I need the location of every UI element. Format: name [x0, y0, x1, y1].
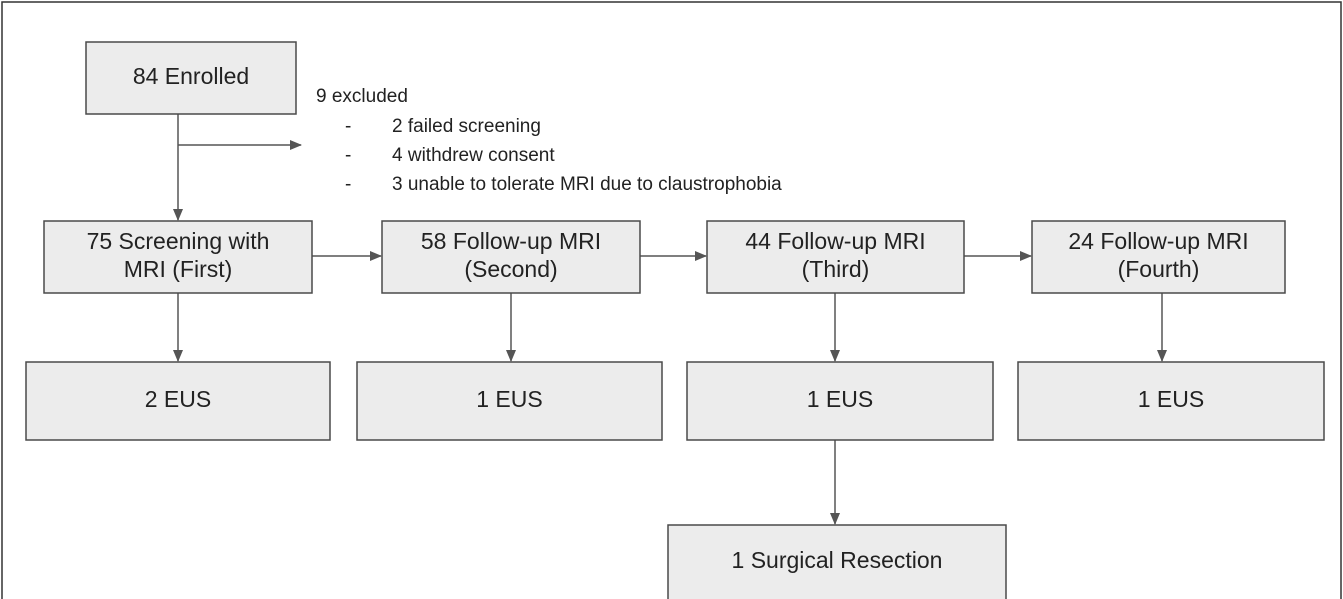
node-label: 24 Follow-up MRI: [1068, 228, 1248, 254]
node-label: 1 Surgical Resection: [732, 547, 943, 573]
node-box: [356, 361, 663, 441]
node-label: 75 Screening with: [87, 228, 270, 254]
node-label: 44 Follow-up MRI: [745, 228, 925, 254]
exclusion-item: 3 unable to tolerate MRI due to claustro…: [392, 174, 782, 195]
exclusion-note: 9 excluded - 2 failed screening - 4 with…: [316, 86, 782, 195]
node-box: [85, 41, 297, 115]
node-box: [25, 361, 331, 441]
bullet: -: [345, 116, 351, 137]
node-label: MRI (First): [124, 256, 233, 282]
node-label: 84 Enrolled: [133, 63, 249, 89]
bullet: -: [345, 174, 351, 195]
node-box: [667, 524, 1007, 599]
node: 1 EUS: [356, 361, 663, 441]
node: 1 EUS: [686, 361, 994, 441]
node: 2 EUS: [25, 361, 331, 441]
node: 44 Follow-up MRI(Third): [706, 220, 965, 294]
node-label: 1 EUS: [807, 386, 873, 412]
node-label: (Second): [464, 256, 557, 282]
node-label: 2 EUS: [145, 386, 211, 412]
node-box: [706, 220, 965, 294]
node-label: 1 EUS: [1138, 386, 1204, 412]
bullet: -: [345, 145, 351, 166]
exclusion-title: 9 excluded: [316, 86, 408, 107]
node: 58 Follow-up MRI(Second): [381, 220, 641, 294]
node-box: [1031, 220, 1286, 294]
node: 24 Follow-up MRI(Fourth): [1031, 220, 1286, 294]
node-label: 1 EUS: [476, 386, 542, 412]
node-label: (Fourth): [1118, 256, 1200, 282]
node-label: (Third): [802, 256, 870, 282]
node: 1 EUS: [1017, 361, 1325, 441]
node: 84 Enrolled: [85, 41, 297, 115]
exclusion-item: 2 failed screening: [392, 116, 541, 137]
exclusion-item: 4 withdrew consent: [392, 145, 555, 166]
node-box: [686, 361, 994, 441]
node-box: [43, 220, 313, 294]
node-box: [381, 220, 641, 294]
node-box: [1017, 361, 1325, 441]
node-label: 58 Follow-up MRI: [421, 228, 601, 254]
connectors: [173, 114, 1167, 525]
node: 1 Surgical Resection: [667, 524, 1007, 599]
